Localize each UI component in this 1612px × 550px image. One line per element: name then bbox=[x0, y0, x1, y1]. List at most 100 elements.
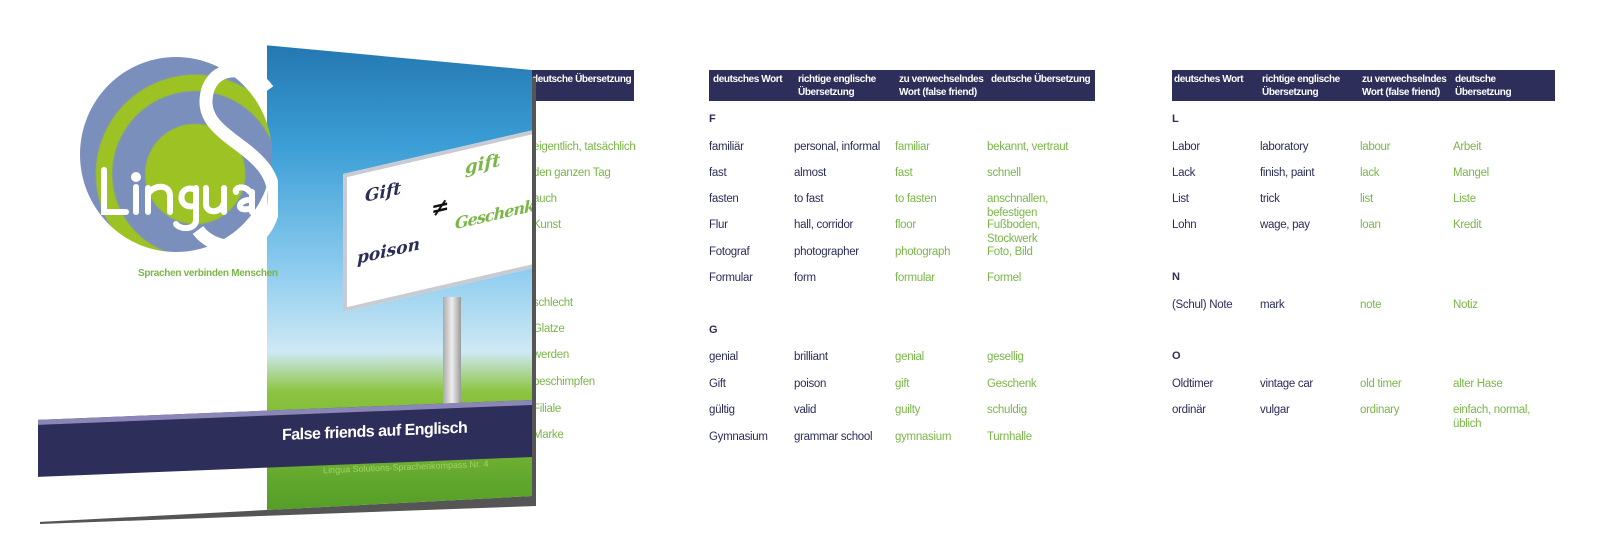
german-translation: Foto, Bild bbox=[987, 246, 1033, 258]
back-page-word: Glatze bbox=[533, 323, 565, 335]
correct-english: brilliant bbox=[794, 351, 828, 363]
table-header: deutsches Wort richtige englische Überset… bbox=[1172, 70, 1555, 101]
back-page-word: werden bbox=[533, 349, 569, 361]
correct-english: mark bbox=[1260, 299, 1285, 311]
back-page-header: deutsche Übersetzung bbox=[528, 70, 634, 101]
column-header: deutsches Wort bbox=[713, 74, 783, 85]
correct-english: laboratory bbox=[1260, 141, 1309, 153]
false-friend: list bbox=[1360, 193, 1373, 205]
german-word: fast bbox=[709, 167, 727, 179]
section-letter: G bbox=[709, 324, 718, 336]
false-friend: old timer bbox=[1360, 378, 1402, 390]
false-friend: fast bbox=[895, 167, 913, 179]
brochure-cover: Gift poison ≠ gift Geschenk Sprachen ver… bbox=[38, 24, 532, 522]
false-friend: familiar bbox=[895, 141, 930, 153]
german-word: gültig bbox=[709, 404, 735, 416]
german-translation: Kredit bbox=[1453, 219, 1482, 231]
column-header: richtige englische Übersetzung bbox=[1262, 74, 1340, 98]
german-word: ordinär bbox=[1172, 404, 1206, 416]
correct-english: personal, informal bbox=[794, 141, 881, 153]
section-letter: F bbox=[709, 113, 716, 125]
correct-english: valid bbox=[794, 404, 817, 416]
column-header: zu verwechselndes Wort (false friend) bbox=[899, 74, 984, 98]
billboard-pole bbox=[443, 297, 461, 407]
german-translation: schuldig bbox=[987, 404, 1027, 416]
german-word: List bbox=[1172, 193, 1189, 205]
german-word: Labor bbox=[1172, 141, 1200, 153]
german-translation: Notiz bbox=[1453, 299, 1478, 311]
false-friend: to fasten bbox=[895, 193, 937, 205]
false-friend: note bbox=[1360, 299, 1382, 311]
false-friend: lack bbox=[1360, 167, 1380, 179]
german-translation: gesellig bbox=[987, 351, 1024, 363]
german-translation: Formel bbox=[987, 272, 1021, 284]
german-translation: einfach, normal, üblich bbox=[1453, 404, 1531, 430]
section-letter: N bbox=[1172, 271, 1180, 283]
false-friend: guilty bbox=[895, 404, 921, 416]
german-translation: Liste bbox=[1453, 193, 1476, 205]
false-friend: photograph bbox=[895, 246, 951, 258]
back-page-word: Filiale bbox=[533, 403, 561, 415]
back-page-word: schlecht bbox=[533, 297, 573, 309]
german-word: Oldtimer bbox=[1172, 378, 1214, 390]
correct-english: form bbox=[794, 272, 816, 284]
back-page-word: Kunst bbox=[533, 219, 561, 231]
german-word: Gift bbox=[709, 378, 726, 390]
german-translation: Arbeit bbox=[1453, 141, 1482, 153]
german-word: (Schul) Note bbox=[1172, 299, 1233, 311]
false-friend: genial bbox=[895, 351, 924, 363]
german-translation: bekannt, vertraut bbox=[987, 141, 1069, 153]
logo-lingua-shape bbox=[101, 167, 255, 232]
correct-english: finish, paint bbox=[1260, 167, 1315, 179]
german-word: Lack bbox=[1172, 167, 1196, 179]
false-friend: labour bbox=[1360, 141, 1391, 153]
german-word: Formular bbox=[709, 272, 753, 284]
cover-title: False friends auf Englisch bbox=[282, 419, 468, 445]
correct-english: almost bbox=[794, 167, 827, 179]
false-friend: ordinary bbox=[1360, 404, 1400, 416]
false-friend: formular bbox=[895, 272, 935, 284]
german-translation: schnell bbox=[987, 167, 1021, 179]
german-word: Gymnasium bbox=[709, 431, 768, 443]
german-translation: Turnhalle bbox=[987, 431, 1032, 443]
correct-english: trick bbox=[1260, 193, 1280, 205]
back-page-word: beschimpfen bbox=[533, 376, 595, 388]
german-translation: Mangel bbox=[1453, 167, 1489, 179]
back-page-word: eigentlich, tatsächlich bbox=[533, 141, 636, 153]
german-translation: Fußboden, Stockwerk bbox=[987, 219, 1040, 245]
correct-english: vulgar bbox=[1260, 404, 1290, 416]
tagline: Sprachen verbinden Menschen bbox=[138, 268, 278, 279]
back-page-word: auch bbox=[533, 193, 557, 205]
correct-english: grammar school bbox=[794, 431, 873, 443]
correct-english: vintage car bbox=[1260, 378, 1313, 390]
false-friend: loan bbox=[1360, 219, 1381, 231]
german-translation: alter Hase bbox=[1453, 378, 1503, 390]
column-header: deutsche Übersetzung bbox=[1455, 74, 1512, 98]
column-header: deutsches Wort bbox=[1174, 74, 1244, 85]
german-word: genial bbox=[709, 351, 738, 363]
german-word: Flur bbox=[709, 219, 728, 231]
false-friend: gift bbox=[895, 378, 910, 390]
german-word: familiär bbox=[709, 141, 744, 153]
german-translation: anschnallen, befestigen bbox=[987, 193, 1048, 219]
correct-english: hall, corridor bbox=[794, 219, 854, 231]
column-header: zu verwechselndes Wort (false friend) bbox=[1362, 74, 1447, 98]
correct-english: photographer bbox=[794, 246, 859, 258]
table-header: deutsches Wort richtige englische Überset… bbox=[709, 70, 1095, 101]
column-header: richtige englische Übersetzung bbox=[798, 74, 876, 98]
german-translation: Geschenk bbox=[987, 378, 1037, 390]
german-word: Fotograf bbox=[709, 246, 750, 258]
logo-lettering bbox=[101, 64, 278, 253]
correct-english: to fast bbox=[794, 193, 824, 205]
logo-s-shape bbox=[192, 64, 278, 253]
false-friend: floor bbox=[895, 219, 916, 231]
correct-english: poison bbox=[794, 378, 827, 390]
german-word: fasten bbox=[709, 193, 739, 205]
section-letter: O bbox=[1172, 350, 1181, 362]
back-page-word: Marke bbox=[533, 429, 564, 441]
false-friend: gymnasium bbox=[895, 431, 952, 443]
correct-english: wage, pay bbox=[1260, 219, 1310, 231]
back-page-word: den ganzen Tag bbox=[533, 167, 611, 179]
german-word: Lohn bbox=[1172, 219, 1197, 231]
column-header: deutsche Übersetzung bbox=[991, 74, 1091, 85]
